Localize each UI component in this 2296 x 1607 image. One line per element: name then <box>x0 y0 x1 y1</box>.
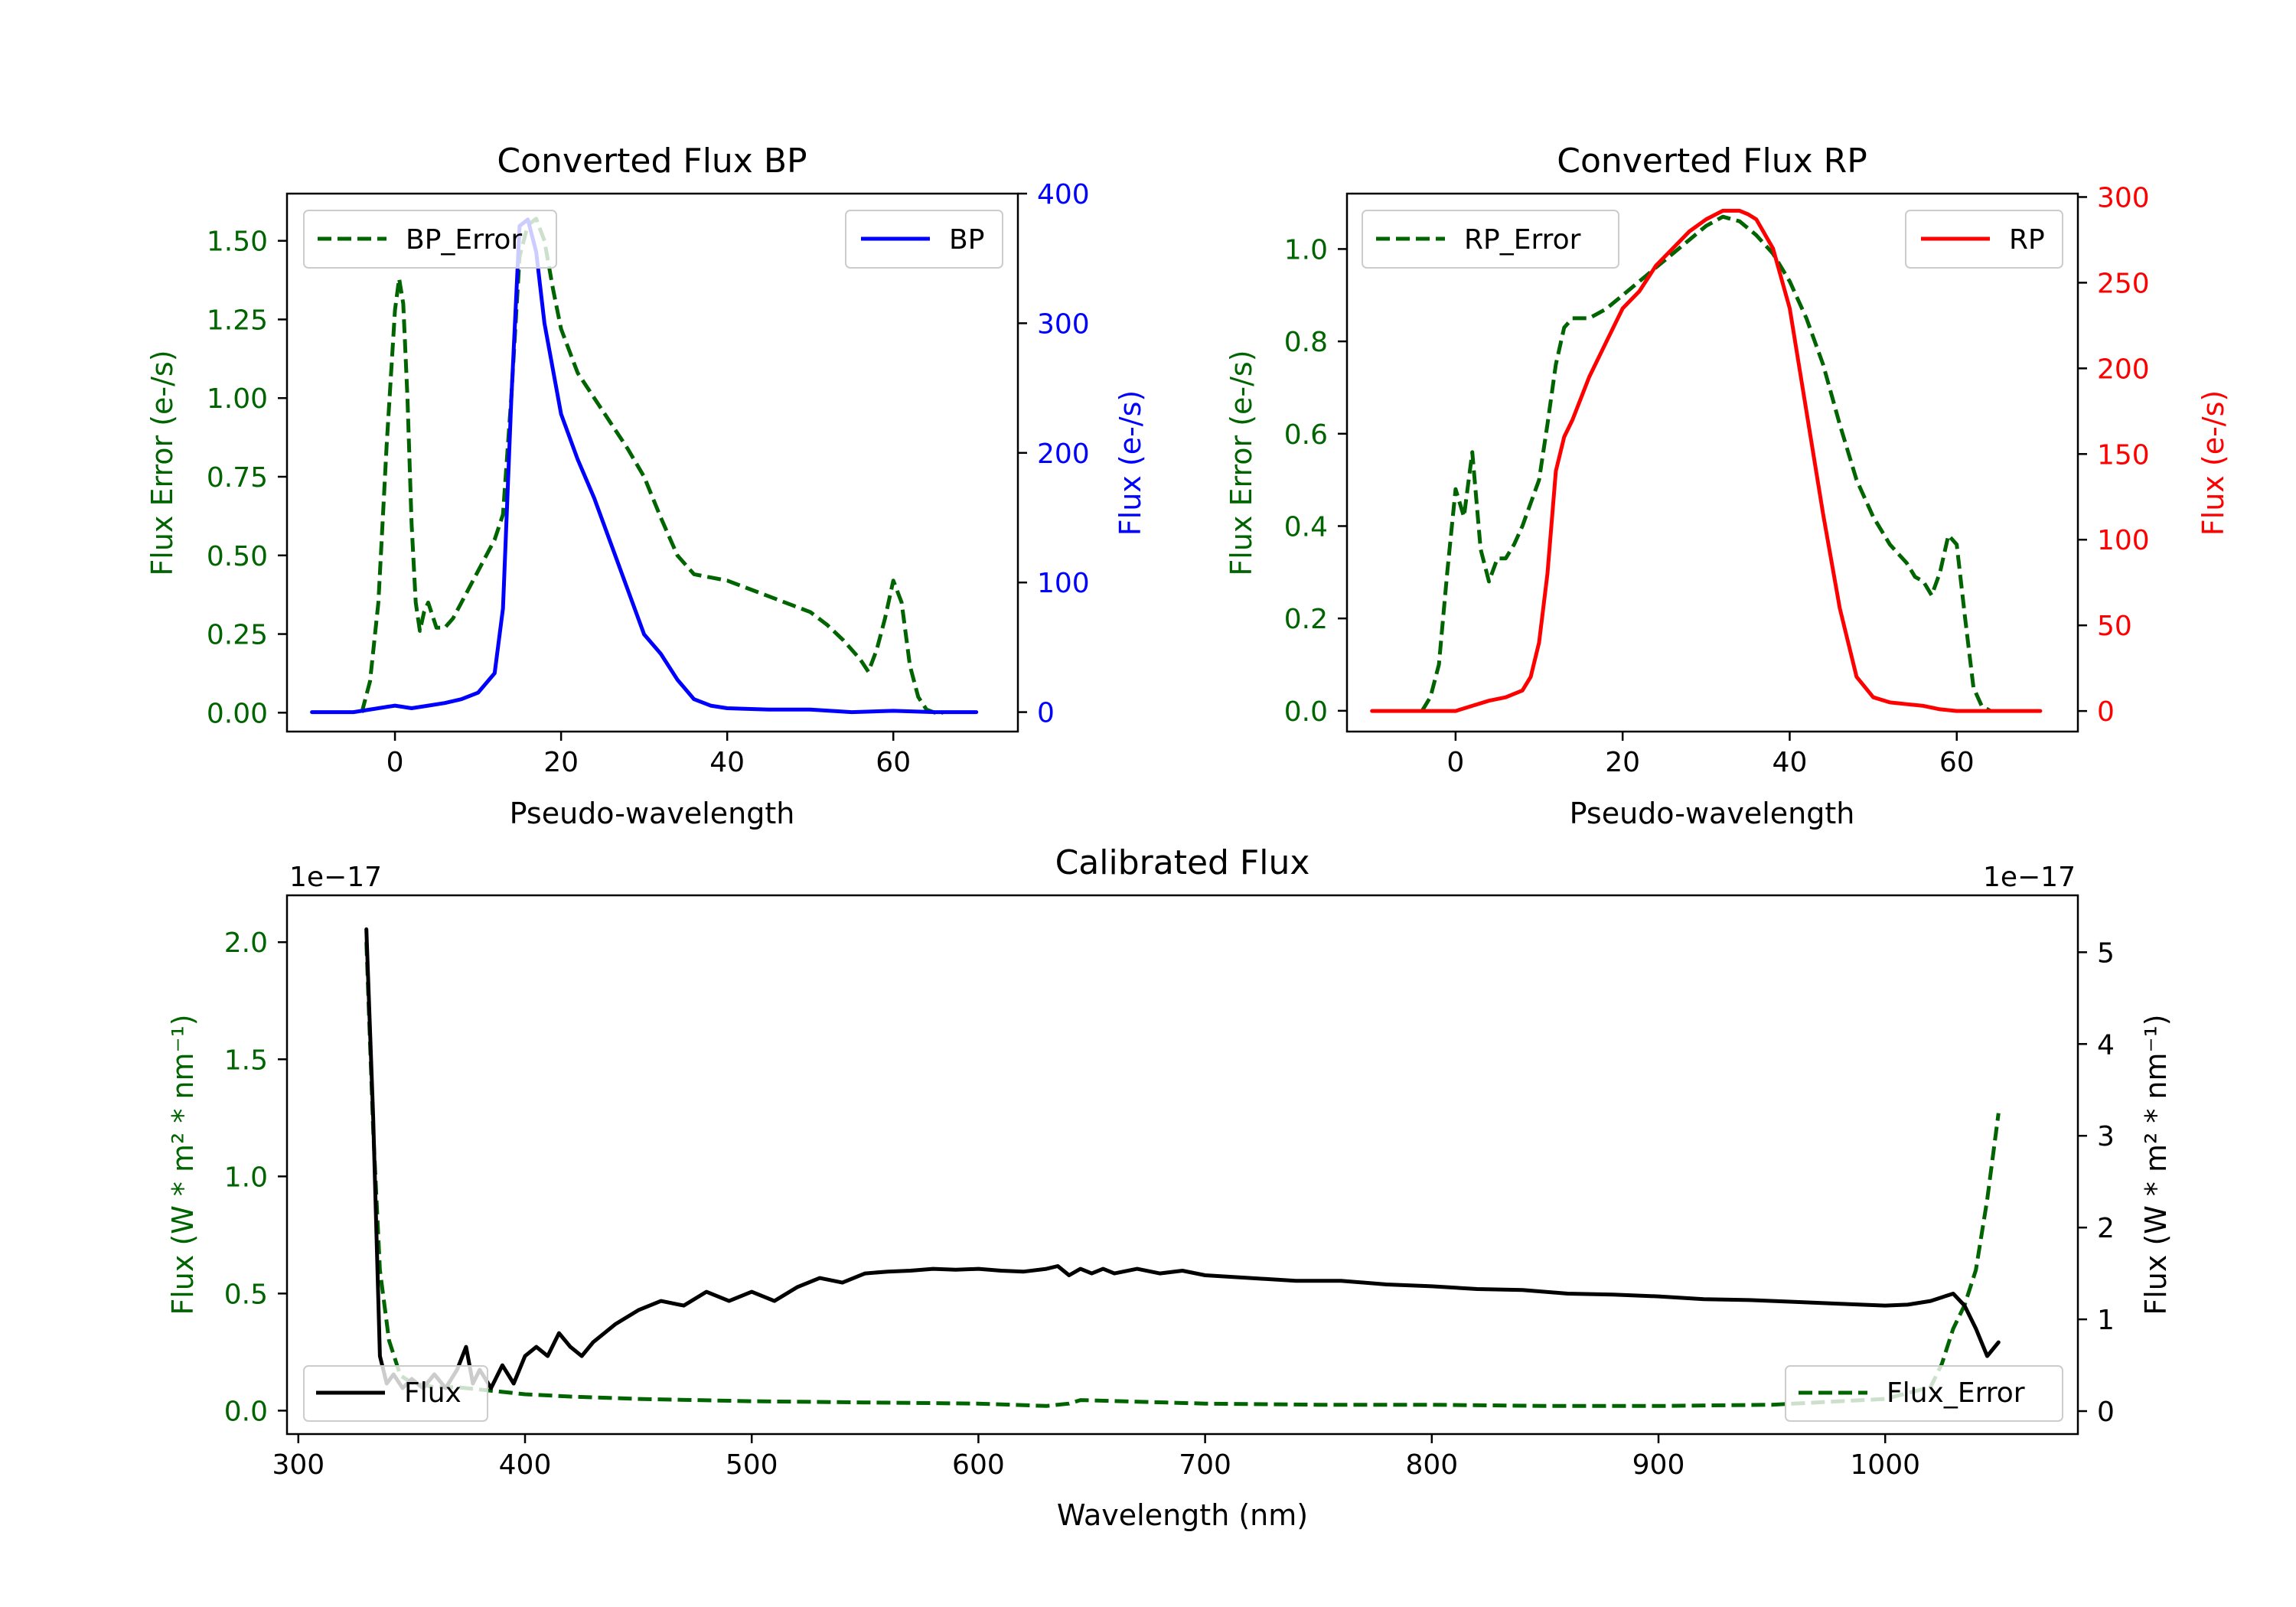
rp-y-right-tick-label: 0 <box>2097 696 2115 728</box>
flux-error-legend[interactable]: Flux_Error <box>1785 1365 2063 1422</box>
bp-y-axis-label-left: Flux Error (e-/s) <box>145 350 179 575</box>
bp-chart-panel: 0 20 40 60 0.00 0.25 0.50 0.75 1.00 1.25 1.50 0 100 2… <box>145 142 1147 830</box>
rp-series-rp-error-line <box>1420 214 1991 712</box>
rp-y-axis-label-left: Flux Error (e-/s) <box>1225 350 1258 575</box>
bp-plot-frame <box>285 192 1019 733</box>
bp-series-bp-line <box>310 217 979 715</box>
bp-y-left-tick-label: 1.00 <box>207 383 268 415</box>
bp-y-axis-label-right: Flux (e-/s) <box>1114 390 1147 536</box>
calibrated-y-right-tick-label: 2 <box>2097 1213 2115 1244</box>
calibrated-x-tick-label: 400 <box>499 1449 552 1481</box>
calibrated-y-right-tick-label: 5 <box>2097 937 2115 969</box>
calibrated-y-left-tick-label: 1.5 <box>224 1045 268 1076</box>
bp-x-axis-label: Pseudo-wavelength <box>510 797 795 830</box>
calibrated-x-tick-label: 900 <box>1632 1449 1685 1481</box>
calibrated-x-tick-label: 300 <box>272 1449 325 1481</box>
rp-y-left-tick-label: 0.2 <box>1284 604 1328 635</box>
bp-y-left-tick-label: 0.75 <box>207 462 268 494</box>
rp-legend[interactable]: RP <box>1905 210 2063 269</box>
calibrated-series-flux-error-line <box>364 942 2001 1408</box>
bp-legend[interactable]: BP <box>845 210 1003 269</box>
calibrated-y-left-tick-label: 0.0 <box>224 1396 268 1427</box>
rp-x-tick-label: 40 <box>1773 747 1808 778</box>
rp-y-right-tick-label: 300 <box>2097 182 2150 214</box>
calibrated-x-tick-label: 500 <box>726 1449 778 1481</box>
rp-series-rp-line <box>1370 208 2043 713</box>
rp-y-right-tick-label: 50 <box>2097 611 2132 642</box>
calibrated-chart-panel: 300 400 500 600 700 800 900 1000 0.0 0.5 1.0 1.5 2.0… <box>166 843 2173 1532</box>
rp-error-legend[interactable]: RP_Error <box>1362 210 1619 269</box>
rp-y-left-tick-label: 0.8 <box>1284 327 1328 358</box>
calibrated-y-axis-label-right: Flux (W * m² * nm⁻¹) <box>2139 1014 2173 1315</box>
rp-y-right-tick-label: 100 <box>2097 525 2150 556</box>
rp-legend-label: RP <box>2009 224 2045 256</box>
flux-legend-label: Flux <box>404 1377 461 1409</box>
rp-y-left-tick-label: 0.0 <box>1284 696 1328 728</box>
rp-x-axis-label: Pseudo-wavelength <box>1570 797 1855 830</box>
bp-y-right-tick-label: 300 <box>1037 308 1090 340</box>
rp-y-right-tick-label: 250 <box>2097 268 2150 299</box>
calibrated-y-right-tick-label: 0 <box>2097 1397 2115 1428</box>
calibrated-y-left-tick-label: 0.5 <box>224 1279 268 1310</box>
calibrated-plot-frame <box>285 894 2079 1436</box>
bp-y-left-tick-label: 0.50 <box>207 541 268 572</box>
bp-y-left-tick-label: 1.50 <box>207 227 268 258</box>
calibrated-y-left-tick-label: 2.0 <box>224 927 268 959</box>
flux-error-legend-label: Flux_Error <box>1887 1377 2025 1409</box>
bp-y-right-tick-label: 400 <box>1037 179 1090 210</box>
bp-error-legend[interactable]: BP_Error <box>303 210 557 269</box>
calibrated-y-right-tick-label: 3 <box>2097 1121 2115 1152</box>
bp-series-bp-error-line <box>360 217 944 715</box>
bp-y-right-tick-label: 0 <box>1037 698 1055 729</box>
bp-y-right-tick-label: 200 <box>1037 438 1090 470</box>
rp-x-tick-label: 60 <box>1939 747 1975 778</box>
bp-x-tick-label: 20 <box>543 747 579 778</box>
bp-chart-title: Converted Flux BP <box>497 142 807 181</box>
bp-y-left-tick-label: 0.25 <box>207 620 268 651</box>
calibrated-x-tick-label: 800 <box>1405 1449 1458 1481</box>
bp-y-left-tick-label: 1.25 <box>207 305 268 336</box>
rp-y-left-tick-label: 0.6 <box>1284 419 1328 451</box>
flux-legend[interactable]: Flux <box>303 1365 488 1422</box>
rp-chart-panel: 0 20 40 60 0.0 0.2 0.4 0.6 0.8 1.0 0 50 100 150 200 250… <box>1225 142 2230 830</box>
bp-x-tick-label: 40 <box>709 747 745 778</box>
calibrated-x-tick-label: 700 <box>1179 1449 1231 1481</box>
rp-x-tick-label: 0 <box>1446 747 1464 778</box>
rp-y-left-tick-label: 1.0 <box>1284 234 1328 266</box>
rp-x-tick-label: 20 <box>1605 747 1640 778</box>
rp-y-left-tick-label: 0.4 <box>1284 511 1328 543</box>
rp-y-axis-label-right: Flux (e-/s) <box>2197 390 2230 536</box>
calibrated-y-right-tick-label: 1 <box>2097 1305 2115 1336</box>
bp-y-right-tick-label: 100 <box>1037 568 1090 599</box>
rp-y-right-tick-label: 200 <box>2097 354 2150 385</box>
calibrated-chart-title: Calibrated Flux <box>1055 843 1310 882</box>
bp-legend-label: BP <box>949 224 984 256</box>
bp-x-tick-label: 0 <box>386 747 404 778</box>
calibrated-y-axis-label-left: Flux (W * m² * nm⁻¹) <box>166 1014 200 1315</box>
bp-error-legend-label: BP_Error <box>406 224 522 256</box>
calibrated-y-left-tick-label: 1.0 <box>224 1162 268 1193</box>
rp-chart-title: Converted Flux RP <box>1557 142 1867 181</box>
calibrated-y-right-tick-label: 4 <box>2097 1029 2115 1061</box>
rp-y-right-tick-label: 150 <box>2097 439 2150 471</box>
calibrated-x-tick-label: 600 <box>952 1449 1005 1481</box>
calibrated-x-tick-label: 1000 <box>1850 1449 1920 1481</box>
calibrated-x-axis-label: Wavelength (nm) <box>1057 1498 1308 1532</box>
bp-y-left-tick-label: 0.00 <box>207 698 268 729</box>
rp-error-legend-label: RP_Error <box>1464 224 1581 256</box>
bp-x-tick-label: 60 <box>876 747 911 778</box>
rp-plot-frame <box>1345 192 2079 733</box>
calibrated-scale-label-left: 1e−17 <box>289 862 382 893</box>
calibrated-scale-label-right: 1e−17 <box>1983 862 2076 893</box>
